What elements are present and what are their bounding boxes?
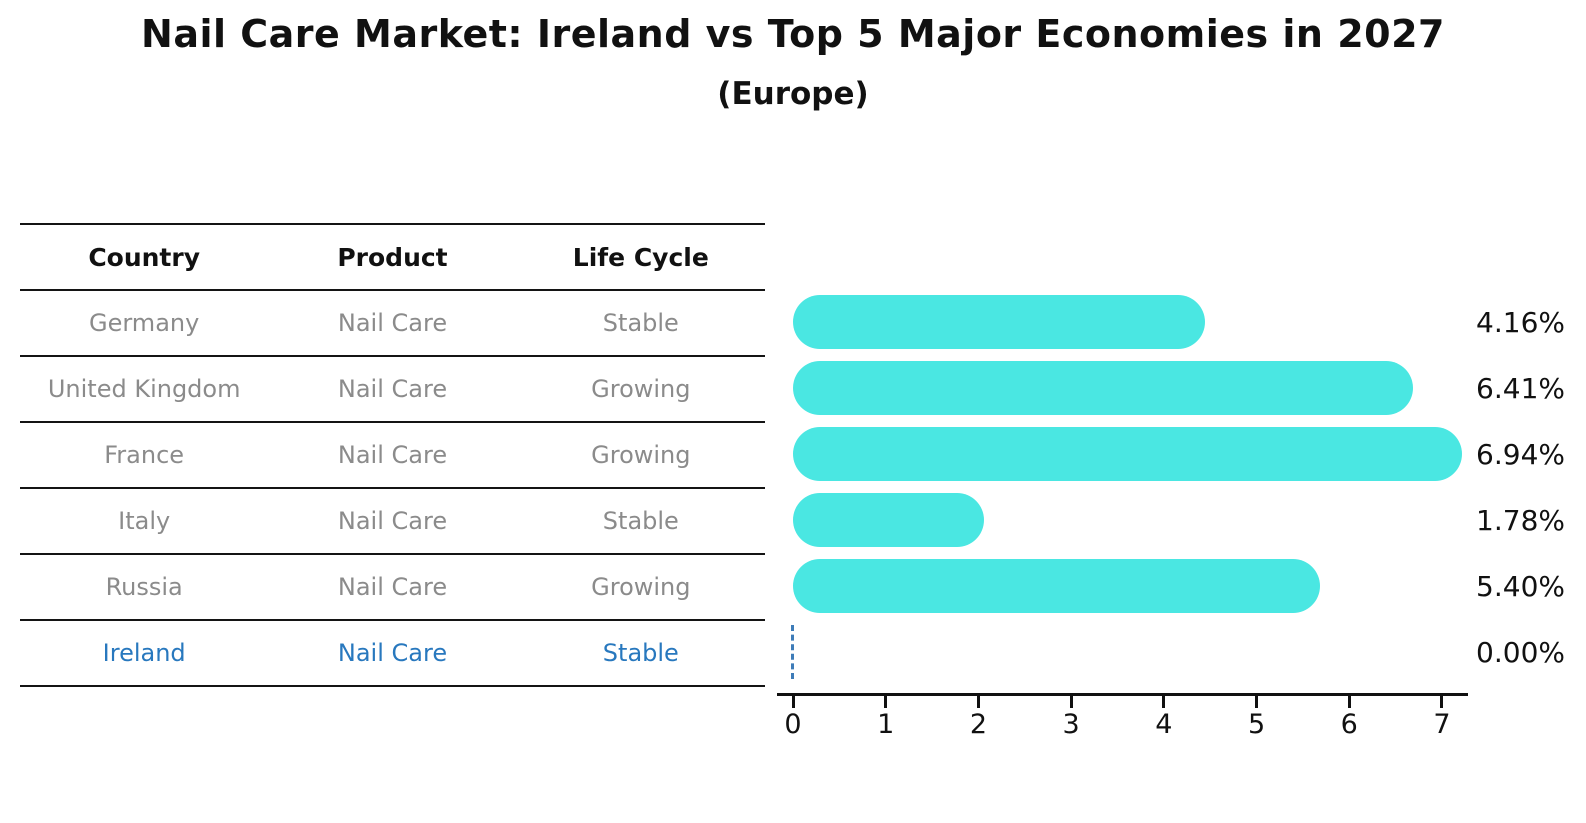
bar-germany	[793, 295, 1205, 349]
cell-country: France	[104, 441, 185, 469]
x-tick-0	[791, 696, 795, 708]
bar-france	[793, 427, 1463, 481]
x-tick-label-3: 3	[1062, 709, 1080, 740]
x-tick-label-0: 0	[784, 709, 802, 740]
x-tick-label-4: 4	[1155, 709, 1173, 740]
cell-product: Nail Care	[337, 375, 448, 403]
cell-life-cycle: Stable	[602, 639, 679, 667]
cell-country: Germany	[89, 309, 200, 337]
column-header-life-cycle: Life Cycle	[572, 242, 709, 272]
bar-row-france	[793, 421, 1469, 487]
bar-italy	[793, 493, 985, 547]
cell-country: Italy	[118, 507, 171, 535]
cell-life-cycle: Growing	[591, 441, 691, 469]
table-row-ireland: Ireland Nail Care Stable	[20, 621, 765, 687]
cell-product: Nail Care	[337, 573, 448, 601]
cell-life-cycle: Growing	[591, 573, 691, 601]
bar-plot-area	[791, 289, 1469, 685]
cell-life-cycle: Stable	[602, 309, 679, 337]
x-tick-4	[1162, 696, 1166, 708]
bar-russia	[793, 559, 1320, 613]
x-tick-label-6: 6	[1340, 709, 1358, 740]
x-tick-6	[1347, 696, 1351, 708]
x-tick-label-1: 1	[877, 709, 895, 740]
table-row-russia: Russia Nail Care Growing	[20, 555, 765, 621]
table-row-germany: Germany Nail Care Stable	[20, 291, 765, 357]
value-label-united-kingdom: 6.41%	[1476, 371, 1565, 405]
x-tick-label-7: 7	[1433, 709, 1451, 740]
table-header-row: Country Product Life Cycle	[20, 225, 765, 291]
cell-product: Nail Care	[337, 441, 448, 469]
chart-subtitle: (Europe)	[717, 76, 869, 112]
zero-marker-ireland	[791, 625, 794, 679]
bar-row-united-kingdom	[793, 355, 1469, 421]
x-tick-5	[1255, 696, 1259, 708]
table-row-italy: Italy Nail Care Stable	[20, 489, 765, 555]
value-label-ireland: 0.00%	[1476, 635, 1565, 669]
cell-product: Nail Care	[337, 639, 448, 667]
bar-row-russia	[793, 553, 1469, 619]
table-row-united-kingdom: United Kingdom Nail Care Growing	[20, 357, 765, 423]
x-tick-label-2: 2	[969, 709, 987, 740]
cell-product: Nail Care	[337, 507, 448, 535]
bar-row-germany	[793, 289, 1469, 355]
x-tick-2	[976, 696, 980, 708]
x-axis-line	[777, 693, 1468, 696]
table-body: Germany Nail Care Stable United Kingdom Nail…	[20, 291, 765, 687]
x-tick-1	[884, 696, 888, 708]
cell-country: Ireland	[102, 639, 186, 667]
x-tick-7	[1440, 696, 1444, 708]
bar-united-kingdom	[793, 361, 1414, 415]
value-label-russia: 5.40%	[1476, 569, 1565, 603]
cell-country: United Kingdom	[47, 375, 241, 403]
chart-title: Nail Care Market: Ireland vs Top 5 Major…	[141, 12, 1445, 56]
cell-country: Russia	[105, 573, 183, 601]
table-row-france: France Nail Care Growing	[20, 423, 765, 489]
country-table: Country Product Life Cycle Germany Nail C…	[20, 223, 765, 687]
bar-row-ireland	[791, 619, 1469, 685]
cell-product: Nail Care	[337, 309, 448, 337]
value-label-france: 6.94%	[1476, 437, 1565, 471]
column-header-product: Product	[337, 242, 448, 272]
x-tick-label-5: 5	[1247, 709, 1266, 740]
x-tick-3	[1069, 696, 1073, 708]
bar-row-italy	[793, 487, 1469, 553]
column-header-country: Country	[88, 242, 201, 272]
cell-life-cycle: Growing	[591, 375, 691, 403]
value-label-germany: 4.16%	[1476, 305, 1565, 339]
cell-life-cycle: Stable	[602, 507, 679, 535]
value-label-italy: 1.78%	[1476, 503, 1565, 537]
